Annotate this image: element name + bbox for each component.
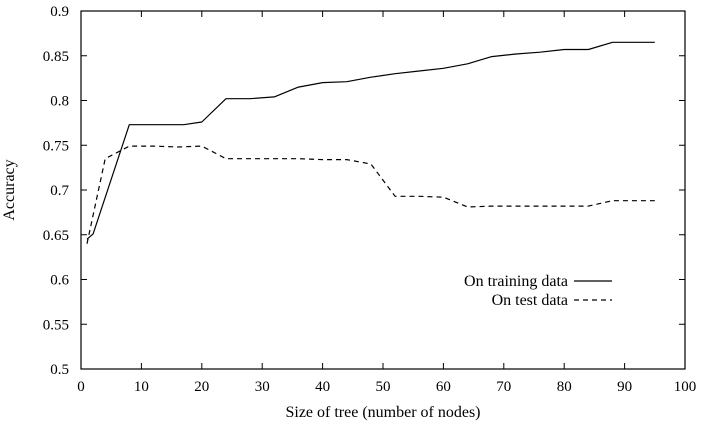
x-tick-label: 0: [77, 379, 85, 395]
y-tick-label: 0.5: [50, 362, 69, 378]
series-line-test: [86, 145, 655, 244]
y-tick-label: 0.85: [43, 49, 69, 65]
x-tick-label: 60: [436, 379, 451, 395]
legend-label-training: On training data: [464, 273, 568, 290]
y-tick-label: 0.75: [43, 138, 69, 154]
y-axis-label: Accuracy: [1, 159, 18, 220]
x-tick-label: 50: [376, 379, 391, 395]
y-tick-labels: 0.5 0.55 0.6 0.65 0.7 0.75 0.8 0.85 0.9: [43, 4, 70, 378]
x-tick-label: 70: [496, 379, 511, 395]
y-tick-label: 0.7: [50, 183, 69, 199]
y-tick-label: 0.6: [50, 273, 69, 289]
x-tick-label: 30: [255, 379, 270, 395]
y-tick-label: 0.65: [43, 228, 69, 244]
x-tick-label: 80: [557, 379, 572, 395]
x-tick-label: 90: [617, 379, 632, 395]
x-tick-labels: 0 10 20 30 40 50 60 70 80 90 100: [77, 379, 696, 395]
plot-frame: [80, 10, 686, 370]
y-tick-label: 0.55: [43, 317, 69, 333]
y-tick-label: 0.8: [50, 94, 69, 110]
x-tick-label: 20: [194, 379, 209, 395]
series-line-training: [86, 41, 655, 240]
x-axis-label: Size of tree (number of nodes): [285, 404, 480, 421]
y-tick-label: 0.9: [50, 4, 69, 20]
series-lines: [86, 41, 655, 244]
axis-ticks: [80, 10, 686, 370]
x-tick-label: 40: [315, 379, 330, 395]
x-tick-label: 10: [134, 379, 149, 395]
legend-label-test: On test data: [492, 292, 568, 309]
x-tick-label: 100: [674, 379, 697, 395]
legend: On training data On test data: [464, 273, 612, 309]
